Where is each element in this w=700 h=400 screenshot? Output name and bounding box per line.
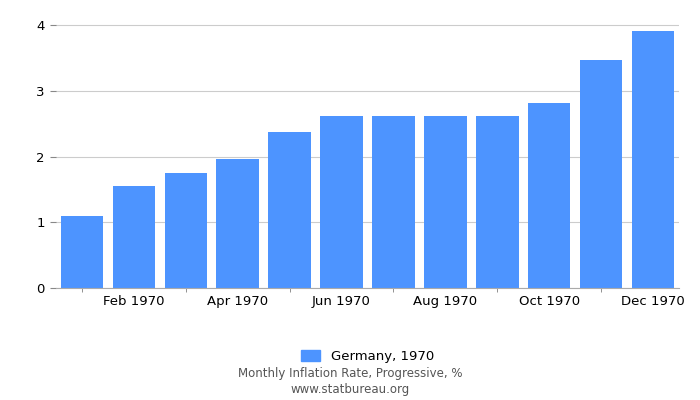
Bar xyxy=(424,116,467,288)
Bar xyxy=(580,60,622,288)
Bar xyxy=(632,31,674,288)
Bar xyxy=(321,116,363,288)
Bar xyxy=(476,116,519,288)
Text: Monthly Inflation Rate, Progressive, %: Monthly Inflation Rate, Progressive, % xyxy=(238,368,462,380)
Bar xyxy=(268,132,311,288)
Legend: Germany, 1970: Germany, 1970 xyxy=(295,344,440,368)
Bar xyxy=(372,116,414,288)
Bar xyxy=(528,103,570,288)
Bar xyxy=(61,216,103,288)
Bar xyxy=(113,186,155,288)
Bar xyxy=(164,173,207,288)
Text: www.statbureau.org: www.statbureau.org xyxy=(290,384,410,396)
Bar xyxy=(216,158,259,288)
